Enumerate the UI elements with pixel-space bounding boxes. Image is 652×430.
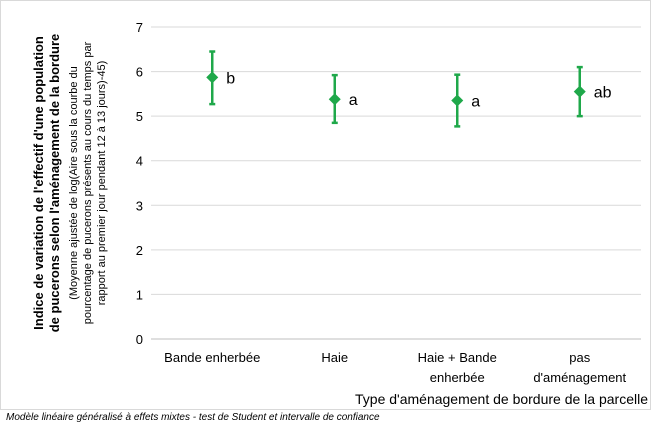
y-tick-label: 2	[136, 243, 143, 258]
x-tick-label: enherbée	[430, 370, 485, 385]
y-axis-title-line: de pucerons selon l'aménagement de la bo…	[47, 34, 62, 333]
y-tick-label: 0	[136, 332, 143, 347]
data-point-marker	[451, 95, 463, 107]
y-axis-title-line: pourcentage de pucerons présents au cour…	[82, 41, 94, 324]
group-letter: ab	[594, 85, 612, 102]
data-point-marker	[206, 71, 218, 83]
x-tick-label: Haie	[321, 350, 348, 365]
chart-frame: 0 1 2 3 4 5 6 7 Bande enherbée Haie Haie + Bande en…	[0, 0, 651, 410]
group-letter: b	[226, 70, 235, 87]
group-letter: a	[471, 94, 480, 111]
y-tick-label: 4	[136, 154, 143, 169]
chart-svg: 0 1 2 3 4 5 6 7 Bande enherbée Haie Haie + Bande en…	[1, 1, 652, 411]
y-axis-title-line: (Moyenne ajustée de log(Aire sous la cou…	[68, 66, 80, 300]
y-axis-title-line: Indice de variation de l'effectif d'une …	[31, 36, 46, 330]
x-axis-title: Type d'aménagement de bordure de la parc…	[355, 391, 648, 407]
y-axis-title-line: rapport au premier jour pendant 12 à 13 …	[96, 61, 108, 306]
y-tick-label: 6	[136, 65, 143, 80]
y-tick-label: 5	[136, 109, 143, 124]
data-point-marker	[329, 93, 341, 105]
x-tick-label: pas	[569, 350, 590, 365]
y-tick-label: 7	[136, 20, 143, 35]
x-tick-label: Haie + Bande	[418, 350, 497, 365]
x-tick-label: Bande enherbée	[164, 350, 260, 365]
y-tick-label: 3	[136, 198, 143, 213]
x-tick-label: d'aménagement	[533, 370, 626, 385]
data-point-marker	[574, 86, 586, 98]
y-tick-label: 1	[136, 287, 143, 302]
footnote: Modèle linéaire généralisé à effets mixt…	[6, 412, 380, 423]
group-letter: a	[349, 92, 358, 109]
